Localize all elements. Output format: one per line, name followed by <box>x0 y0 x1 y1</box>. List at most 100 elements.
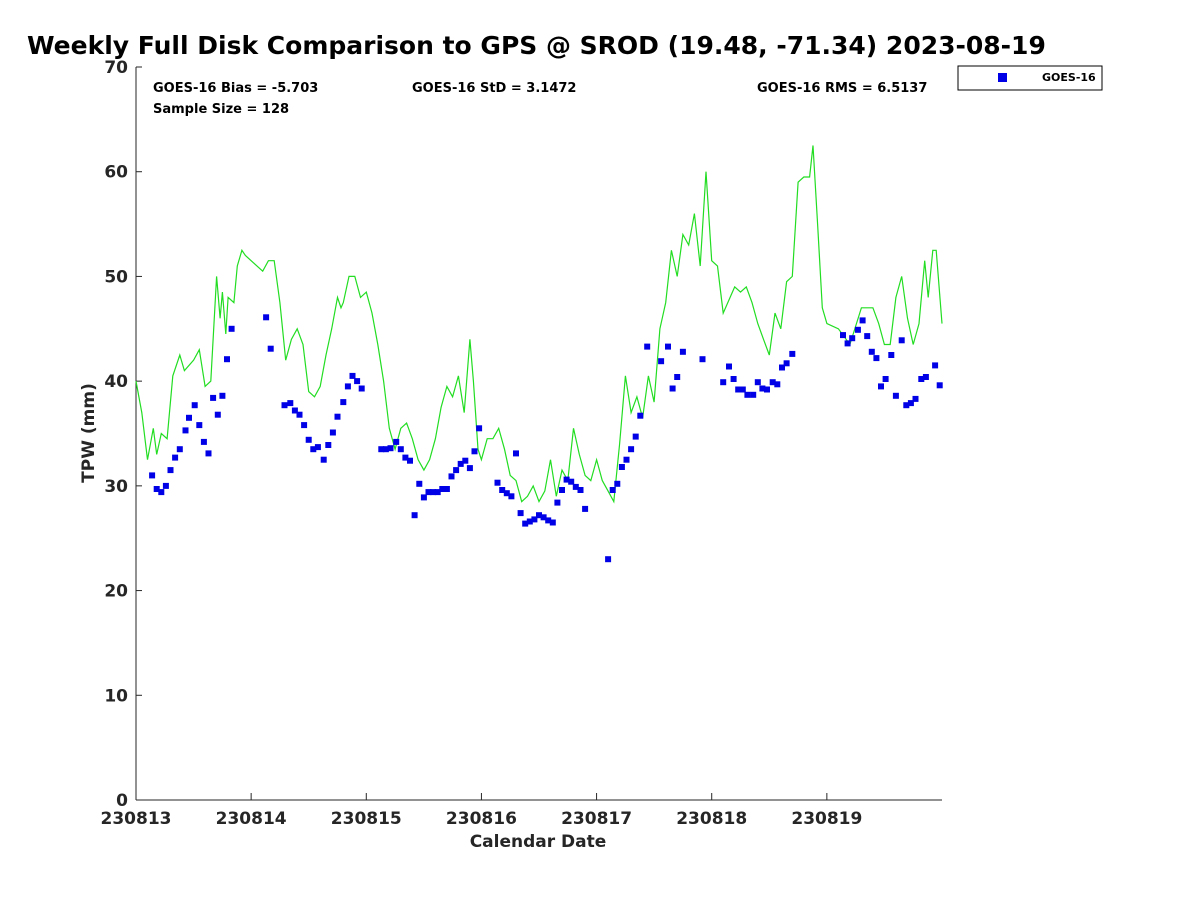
goes16-data-point <box>494 479 501 486</box>
goes16-data-point <box>263 314 270 321</box>
goes16-data-point <box>859 317 866 324</box>
goes16-data-point <box>443 486 450 492</box>
goes16-data-point <box>674 374 681 380</box>
goes16-data-point <box>577 487 584 493</box>
x-tick-label: 230817 <box>561 809 632 829</box>
goes16-data-point <box>605 556 612 563</box>
goes16-data-point <box>878 383 884 390</box>
goes16-data-point <box>892 392 899 399</box>
y-tick-label: 40 <box>104 372 128 392</box>
goes16-data-point <box>334 413 341 420</box>
goes16-data-point <box>448 473 455 480</box>
goes16-data-point <box>162 482 169 489</box>
series-layer <box>135 145 943 563</box>
goes16-data-point <box>393 438 400 445</box>
goes16-data-point <box>310 446 317 453</box>
goes16-data-point <box>186 414 192 421</box>
goes16-data-point <box>182 427 189 434</box>
goes16-data-point <box>730 376 737 382</box>
goes16-data-point <box>267 345 274 352</box>
goes16-data-point <box>849 335 856 342</box>
goes16-data-point <box>665 343 671 350</box>
y-tick-label: 70 <box>104 58 128 78</box>
goes16-data-point <box>789 350 796 357</box>
goes16-data-point <box>658 358 665 365</box>
goes16-data-point <box>614 480 621 487</box>
goes16-data-point <box>387 445 394 452</box>
goes16-data-point <box>397 446 404 453</box>
goes16-data-point <box>462 457 469 464</box>
x-tick-label: 230815 <box>331 809 402 829</box>
gps-series-line <box>135 145 943 504</box>
goes16-data-point <box>531 516 538 523</box>
goes16-data-point <box>439 486 446 492</box>
goes16-data-point <box>912 395 919 402</box>
goes16-data-point <box>149 472 156 479</box>
goes16-data-point <box>522 520 529 527</box>
goes16-data-point <box>320 456 327 463</box>
goes16-data-point <box>329 429 336 436</box>
y-tick-label: 20 <box>104 582 128 602</box>
goes16-data-point <box>301 422 308 429</box>
goes16-data-point <box>378 446 385 453</box>
goes16-data-point <box>358 385 365 392</box>
goes16-data-point <box>618 464 625 470</box>
goes16-data-point <box>200 438 207 445</box>
goes16-data-point <box>416 480 423 487</box>
y-axis-ticks: 0 10 20 30 40 50 60 70 <box>104 58 142 811</box>
y-tick-label: 10 <box>104 686 128 706</box>
goes16-data-point <box>214 411 221 418</box>
y-tick-label: 0 <box>116 791 128 811</box>
goes16-data-point <box>637 412 644 419</box>
goes16-data-point <box>210 394 217 401</box>
goes16-data-point <box>844 340 851 347</box>
goes16-data-point <box>205 450 212 457</box>
goes16-data-point <box>582 505 589 512</box>
std-stat: GOES-16 StD = 3.1472 <box>412 81 576 96</box>
y-axis-label: TPW (mm) <box>79 383 99 483</box>
goes16-data-point <box>354 378 361 385</box>
goes16-data-point <box>411 512 418 519</box>
goes16-data-point <box>305 436 312 443</box>
x-tick-label: 230813 <box>101 809 172 829</box>
goes16-data-point <box>669 385 676 392</box>
goes16-data-point <box>868 348 875 355</box>
goes16-data-point <box>228 325 235 332</box>
goes16-data-point <box>425 489 432 496</box>
goes16-data-point <box>457 460 464 467</box>
x-tick-label: 230816 <box>446 809 517 829</box>
chart-title: Weekly Full Disk Comparison to GPS @ SRO… <box>27 31 1046 60</box>
goes16-data-point <box>340 399 347 406</box>
goes16-data-point <box>314 444 321 451</box>
goes16-data-point <box>172 454 179 461</box>
goes16-data-point <box>783 360 790 367</box>
goes16-data-point <box>854 326 861 333</box>
sample-size-stat: Sample Size = 128 <box>153 102 289 117</box>
x-axis-ticks: 230813 230814 230815 230816 230817 230818 2308… <box>101 793 862 829</box>
goes16-data-point <box>699 356 706 363</box>
x-axis-label: Calendar Date <box>470 832 607 852</box>
goes16-data-point <box>628 446 635 453</box>
goes16-data-point <box>764 386 770 393</box>
goes16-data-point <box>503 490 510 497</box>
goes16-data-point <box>769 379 776 386</box>
goes16-data-point <box>759 385 766 392</box>
goes16-data-point <box>453 467 460 474</box>
goes16-data-point <box>466 465 473 472</box>
goes16-data-point <box>735 386 742 393</box>
goes16-data-point <box>726 363 732 370</box>
goes16-data-point <box>744 391 751 398</box>
goes16-data-point <box>739 386 746 393</box>
goes16-data-point <box>882 376 889 382</box>
goes16-data-point <box>907 400 914 407</box>
goes16-data-point <box>559 487 565 493</box>
goes16-data-point <box>420 494 427 501</box>
goes16-data-point <box>568 478 575 485</box>
goes16-data-point <box>224 356 230 363</box>
goes16-data-point <box>476 425 483 432</box>
goes16-data-point <box>549 519 556 526</box>
goes16-data-point <box>296 411 303 418</box>
goes16-data-point <box>540 514 547 521</box>
goes16-data-point <box>434 489 441 496</box>
rms-stat: GOES-16 RMS = 6.5137 <box>757 81 927 96</box>
